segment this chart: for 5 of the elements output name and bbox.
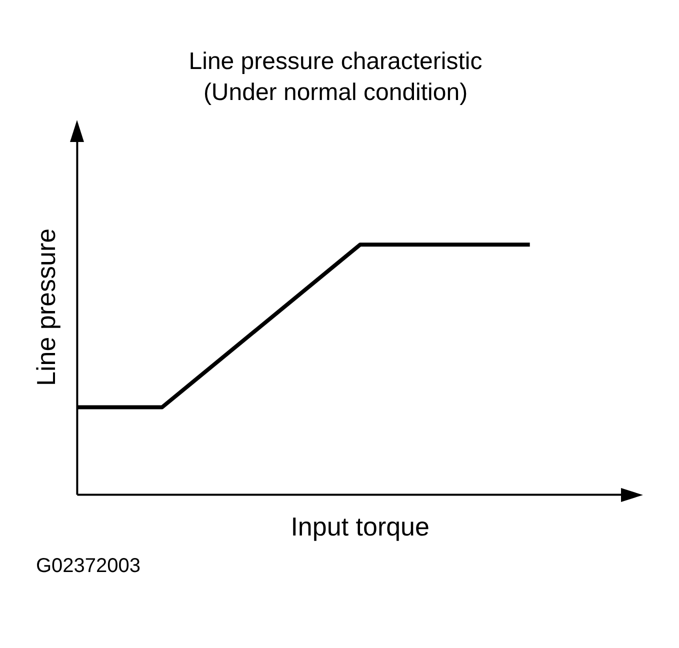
x-axis-title: Input torque [290, 512, 430, 542]
chart-subtitle: (Under normal condition) [203, 78, 468, 106]
y-axis-title: Line pressure [30, 228, 61, 386]
chart-title: Line pressure characteristic [188, 48, 482, 76]
text: G02372003 [36, 555, 141, 577]
